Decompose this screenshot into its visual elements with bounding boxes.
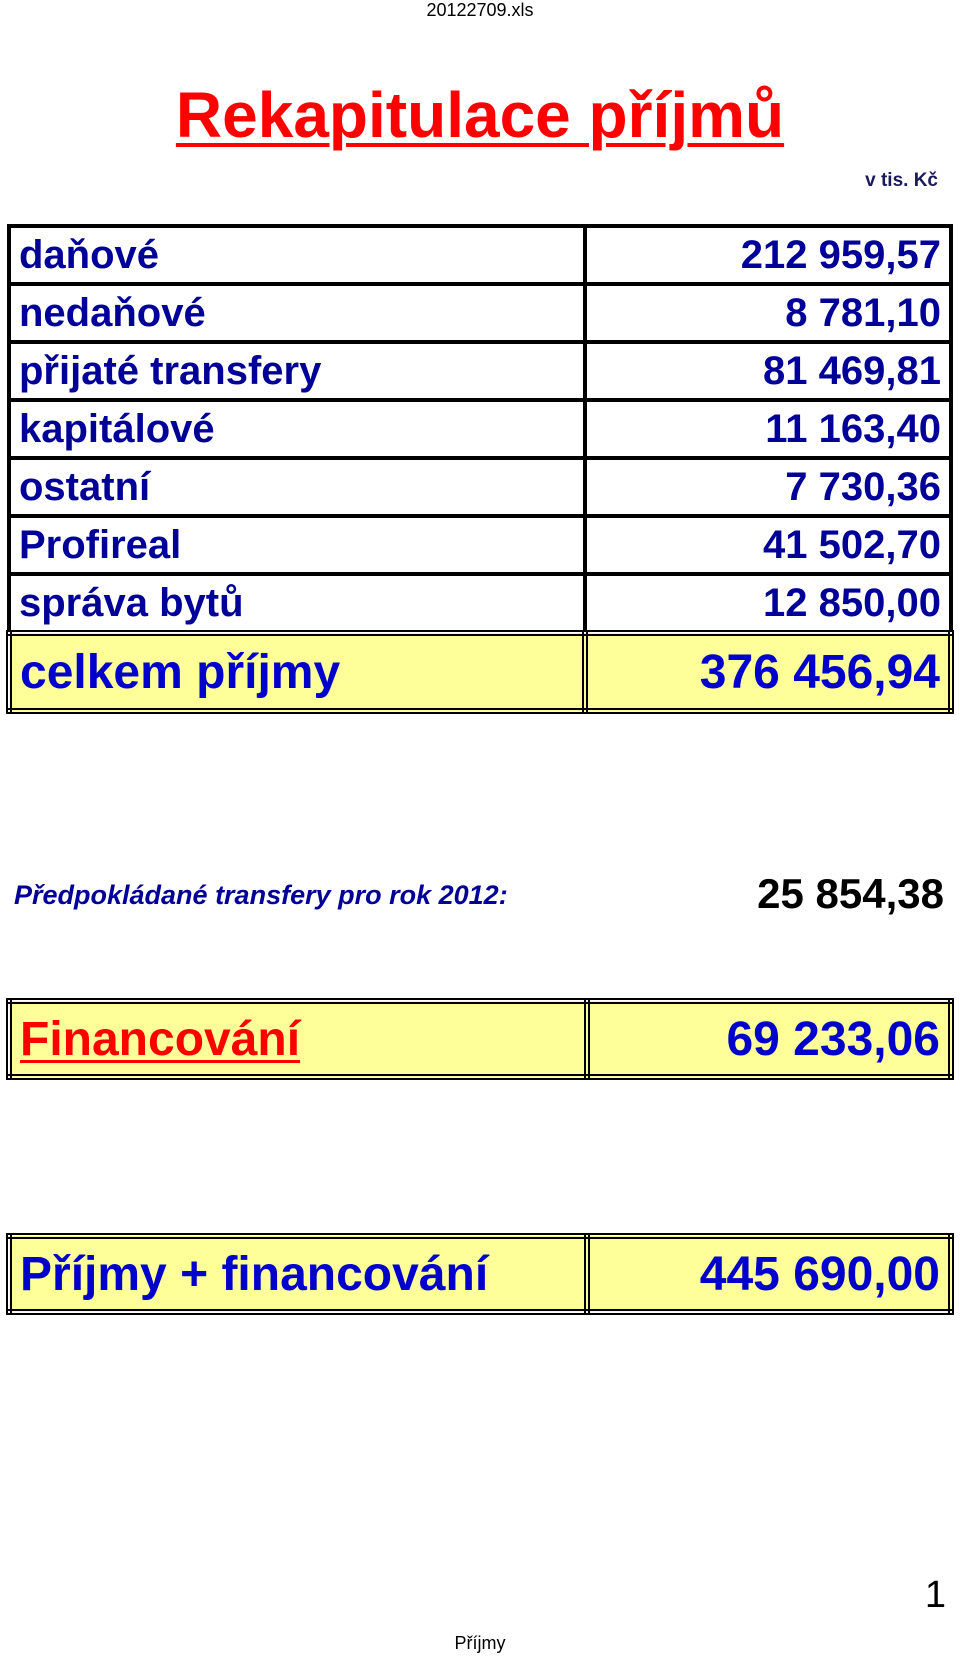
total-label: celkem příjmy bbox=[6, 630, 588, 714]
forecast-label: Předpokládané transfery pro rok 2012: bbox=[14, 880, 508, 910]
grand-total-table: Příjmy + financování 445 690,00 bbox=[6, 1233, 954, 1315]
financing-value: 69 233,06 bbox=[584, 998, 954, 1080]
row-value: 41 502,70 bbox=[583, 514, 953, 576]
grand-total-label: Příjmy + financování bbox=[6, 1233, 590, 1315]
row-label: kapitálové bbox=[7, 398, 587, 460]
page-number: 1 bbox=[924, 1574, 946, 1616]
grand-total-value: 445 690,00 bbox=[584, 1233, 954, 1315]
unit-label: v tis. Kč bbox=[865, 170, 938, 191]
total-value: 376 456,94 bbox=[582, 630, 954, 714]
total-row: celkem příjmy 376 456,94 bbox=[6, 630, 954, 714]
table-row: Profireal 41 502,70 bbox=[7, 514, 953, 576]
table-row: přijaté transfery 81 469,81 bbox=[7, 340, 953, 402]
financing-label-cell: Financování bbox=[6, 998, 590, 1080]
row-value: 7 730,36 bbox=[583, 456, 953, 518]
table-row: kapitálové 11 163,40 bbox=[7, 398, 953, 460]
filename-header: 20122709.xls bbox=[426, 0, 534, 20]
row-label: nedaňové bbox=[7, 282, 587, 344]
revenue-table: daňové 212 959,57 nedaňové 8 781,10 přij… bbox=[6, 224, 954, 714]
row-value: 212 959,57 bbox=[583, 224, 953, 286]
row-label: přijaté transfery bbox=[7, 340, 587, 402]
table-row: správa bytů 12 850,00 bbox=[7, 572, 953, 635]
financing-row: Financování 69 233,06 bbox=[6, 998, 954, 1080]
table-row: ostatní 7 730,36 bbox=[7, 456, 953, 518]
row-value: 12 850,00 bbox=[583, 572, 953, 635]
sheet-name-footer: Příjmy bbox=[454, 1633, 506, 1653]
grand-total-row: Příjmy + financování 445 690,00 bbox=[6, 1233, 954, 1315]
row-value: 8 781,10 bbox=[583, 282, 953, 344]
row-label: Profireal bbox=[7, 514, 587, 576]
row-label: daňové bbox=[7, 224, 587, 286]
financing-label: Financování bbox=[20, 1012, 301, 1066]
financing-table: Financování 69 233,06 bbox=[6, 998, 954, 1080]
table-row: daňové 212 959,57 bbox=[7, 224, 953, 286]
page-title-text: Rekapitulace příjmů bbox=[175, 79, 785, 151]
row-value: 11 163,40 bbox=[583, 398, 953, 460]
table-row: nedaňové 8 781,10 bbox=[7, 282, 953, 344]
row-label: ostatní bbox=[7, 456, 587, 518]
forecast-value: 25 854,38 bbox=[757, 870, 944, 917]
row-label: správa bytů bbox=[7, 572, 587, 635]
page-title: Rekapitulace příjmů bbox=[0, 78, 960, 152]
row-value: 81 469,81 bbox=[583, 340, 953, 402]
